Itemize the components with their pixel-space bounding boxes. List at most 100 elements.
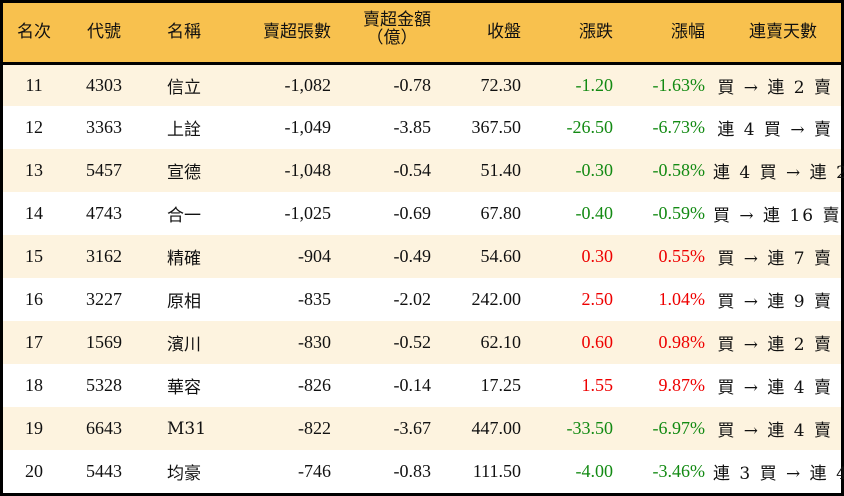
rank-cell: 12 bbox=[25, 117, 43, 137]
close-price-cell: 367.50 bbox=[471, 117, 522, 137]
table-body: 11 4303 信立 -1,082 -0.78 72.30 -1.20 -1.6… bbox=[3, 63, 844, 493]
price-change-cell: -0.30 bbox=[575, 160, 614, 180]
table-row[interactable]: 15 3162 精確 -904 -0.49 54.60 0.30 0.55% 買… bbox=[3, 235, 841, 278]
net-sell-amount-cell: -0.49 bbox=[393, 246, 432, 266]
rank-cell: 18 bbox=[25, 375, 43, 395]
sell-streak-cell: 買 → 連 7 賣 bbox=[717, 249, 833, 269]
rank-cell: 17 bbox=[25, 332, 43, 352]
stock-code-cell[interactable]: 4743 bbox=[86, 203, 122, 223]
table-row[interactable]: 17 1569 濱川 -830 -0.52 62.10 0.60 0.98% 買… bbox=[3, 321, 841, 364]
stock-code-cell[interactable]: 3162 bbox=[86, 246, 122, 266]
stock-code-cell[interactable]: 5457 bbox=[86, 160, 122, 180]
net-sell-volume-cell: -1,048 bbox=[284, 160, 332, 180]
sell-streak-cell: 連 4 買 → 連 2 賣 bbox=[713, 163, 844, 183]
sell-streak-cell: 買 → 連 16 賣 bbox=[713, 206, 842, 226]
stock-name-cell[interactable]: M31 bbox=[167, 418, 207, 439]
net-sell-amount-cell: -0.83 bbox=[393, 461, 432, 481]
header-row: 名次 代號 名稱 賣超張數 賣超金額 （億） 收盤 漲跌 漲幅 連賣天數 bbox=[3, 3, 841, 63]
header-rank[interactable]: 名次 bbox=[17, 22, 51, 43]
stock-name-cell[interactable]: 上詮 bbox=[167, 120, 201, 140]
stock-code-cell[interactable]: 6643 bbox=[86, 418, 122, 438]
change-pct-cell: -0.58% bbox=[652, 160, 706, 180]
header-streak[interactable]: 連賣天數 bbox=[749, 22, 817, 43]
rank-cell: 13 bbox=[25, 160, 43, 180]
stock-code-cell[interactable]: 4303 bbox=[86, 74, 122, 95]
stock-code-cell[interactable]: 5443 bbox=[86, 461, 122, 481]
close-price-cell: 17.25 bbox=[480, 375, 522, 395]
sell-streak-cell: 買 → 連 4 賣 bbox=[717, 378, 833, 398]
price-change-cell: -4.00 bbox=[575, 461, 614, 481]
stock-name-cell[interactable]: 華容 bbox=[167, 378, 201, 398]
sell-streak-cell: 買 → 連 2 賣 bbox=[717, 335, 833, 355]
table-row[interactable]: 12 3363 上詮 -1,049 -3.85 367.50 -26.50 -6… bbox=[3, 106, 841, 149]
price-change-cell: 1.55 bbox=[581, 375, 614, 395]
rank-cell: 20 bbox=[25, 461, 43, 481]
header-name[interactable]: 名稱 bbox=[167, 22, 201, 43]
table-row[interactable]: 14 4743 合一 -1,025 -0.69 67.80 -0.40 -0.5… bbox=[3, 192, 841, 235]
header-net-sell-volume[interactable]: 賣超張數 bbox=[263, 22, 331, 43]
stock-name-cell[interactable]: 信立 bbox=[167, 77, 201, 98]
price-change-cell: -0.40 bbox=[575, 203, 614, 223]
net-sell-ranking-table: 名次 代號 名稱 賣超張數 賣超金額 （億） 收盤 漲跌 漲幅 連賣天數 11 … bbox=[3, 3, 844, 493]
net-sell-volume-cell: -1,049 bbox=[284, 117, 332, 137]
close-price-cell: 62.10 bbox=[480, 332, 522, 352]
stock-name-cell[interactable]: 合一 bbox=[167, 206, 201, 226]
change-pct-cell: 9.87% bbox=[658, 375, 706, 395]
header-net-sell-amount-label: 賣超金額 bbox=[363, 10, 431, 31]
rank-cell: 11 bbox=[25, 74, 43, 95]
stock-code-cell[interactable]: 5328 bbox=[86, 375, 122, 395]
price-change-cell: 2.50 bbox=[581, 289, 614, 309]
change-pct-cell: 1.04% bbox=[658, 289, 706, 309]
net-sell-volume-cell: -1,082 bbox=[284, 74, 332, 95]
sell-streak-cell: 買 → 連 2 賣 bbox=[717, 77, 833, 98]
change-pct-cell: -0.59% bbox=[652, 203, 706, 223]
change-pct-cell: -6.97% bbox=[652, 418, 706, 438]
table-row[interactable]: 19 6643 M31 -822 -3.67 447.00 -33.50 -6.… bbox=[3, 407, 841, 450]
change-pct-cell: -1.63% bbox=[652, 74, 706, 95]
table-row[interactable]: 16 3227 原相 -835 -2.02 242.00 2.50 1.04% … bbox=[3, 278, 841, 321]
sell-streak-cell: 買 → 連 9 賣 bbox=[717, 292, 833, 312]
close-price-cell: 54.60 bbox=[480, 246, 522, 266]
sell-streak-cell: 買 → 連 4 賣 bbox=[717, 421, 833, 441]
stock-name-cell[interactable]: 均豪 bbox=[167, 464, 201, 484]
net-sell-volume-cell: -746 bbox=[298, 461, 331, 481]
close-price-cell: 242.00 bbox=[471, 289, 522, 309]
net-sell-amount-cell: -0.14 bbox=[393, 375, 432, 395]
stock-name-cell[interactable]: 精確 bbox=[167, 249, 201, 269]
table-row[interactable]: 20 5443 均豪 -746 -0.83 111.50 -4.00 -3.46… bbox=[3, 450, 844, 493]
table-row[interactable]: 13 5457 宣德 -1,048 -0.54 51.40 -0.30 -0.5… bbox=[3, 149, 844, 192]
change-pct-cell: -3.46% bbox=[652, 461, 706, 481]
rank-cell: 19 bbox=[25, 418, 43, 438]
header-net-sell-amount[interactable]: 賣超金額 （億） bbox=[339, 3, 439, 63]
stock-name-cell[interactable]: 原相 bbox=[167, 292, 201, 312]
stock-code-cell[interactable]: 3363 bbox=[86, 117, 122, 137]
header-net-sell-amount-unit: （億） bbox=[366, 28, 418, 49]
close-price-cell: 51.40 bbox=[480, 160, 522, 180]
header-change-pct[interactable]: 漲幅 bbox=[671, 22, 705, 43]
stock-name-cell[interactable]: 濱川 bbox=[167, 335, 201, 355]
net-sell-volume-cell: -1,025 bbox=[284, 203, 332, 223]
stock-code-cell[interactable]: 1569 bbox=[86, 332, 122, 352]
net-sell-volume-cell: -830 bbox=[298, 332, 331, 352]
close-price-cell: 72.30 bbox=[480, 74, 522, 95]
stock-code-cell[interactable]: 3227 bbox=[86, 289, 122, 309]
header-close[interactable]: 收盤 bbox=[487, 22, 521, 43]
stock-name-cell[interactable]: 宣德 bbox=[167, 163, 201, 183]
header-change[interactable]: 漲跌 bbox=[579, 22, 613, 43]
net-sell-amount-cell: -0.78 bbox=[393, 74, 432, 95]
table-header: 名次 代號 名稱 賣超張數 賣超金額 （億） 收盤 漲跌 漲幅 連賣天數 bbox=[3, 3, 841, 63]
table-row[interactable]: 18 5328 華容 -826 -0.14 17.25 1.55 9.87% 買… bbox=[3, 364, 841, 407]
rank-cell: 16 bbox=[25, 289, 43, 309]
rank-cell: 15 bbox=[25, 246, 43, 266]
change-pct-cell: 0.55% bbox=[658, 246, 706, 266]
net-sell-amount-cell: -0.52 bbox=[393, 332, 432, 352]
table-row[interactable]: 11 4303 信立 -1,082 -0.78 72.30 -1.20 -1.6… bbox=[3, 63, 841, 106]
header-code[interactable]: 代號 bbox=[87, 22, 121, 43]
net-sell-amount-cell: -0.69 bbox=[393, 203, 432, 223]
price-change-cell: -1.20 bbox=[575, 74, 614, 95]
rank-cell: 14 bbox=[25, 203, 43, 223]
change-pct-cell: 0.98% bbox=[658, 332, 706, 352]
sell-streak-cell: 連 4 買 → 賣 bbox=[717, 120, 833, 140]
change-pct-cell: -6.73% bbox=[652, 117, 706, 137]
